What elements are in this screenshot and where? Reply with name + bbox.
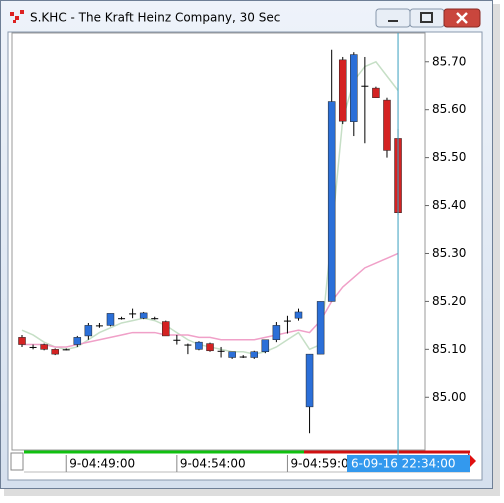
candle-body [40, 344, 48, 350]
candle-body [283, 320, 291, 322]
candle-body [173, 339, 181, 341]
candle-body [184, 344, 192, 346]
x-tick-label: 9-04:54:00 [180, 457, 246, 471]
candle-body [18, 337, 26, 345]
candle-body [305, 353, 314, 408]
candle-body [206, 343, 214, 352]
close-icon [456, 12, 468, 24]
candle-body [29, 346, 37, 348]
y-tick-label: 85.70 [432, 54, 466, 68]
candle-body [73, 337, 82, 345]
candle-body [383, 99, 391, 151]
candle-body [261, 339, 270, 352]
window-title: S.KHC - The Kraft Heinz Company, 30 Sec [30, 11, 280, 25]
maximize-icon [420, 12, 433, 23]
candle-body [239, 356, 247, 358]
candle-body [372, 87, 380, 98]
cursor-label-box [347, 455, 470, 472]
y-tick-label: 85.00 [432, 390, 466, 404]
candle-body [228, 351, 236, 358]
scroll-box[interactable] [10, 452, 24, 471]
x-tick-label: 9-04:59:00 [290, 457, 356, 471]
y-tick-label: 85.40 [432, 198, 466, 212]
x-tick-label: 9-04:49:00 [69, 457, 135, 471]
candle-body [195, 341, 203, 350]
candle-body [106, 313, 115, 326]
candle-body [217, 350, 225, 352]
y-tick-label: 85.20 [432, 294, 466, 308]
candle-body [129, 313, 137, 315]
y-tick-label: 85.30 [432, 246, 466, 260]
candle-body [84, 325, 93, 337]
candle-body [338, 59, 347, 122]
candle-body [361, 85, 369, 87]
candle-body [327, 101, 336, 302]
candle-body [294, 311, 303, 319]
candle-body [350, 54, 358, 122]
y-tick-label: 85.50 [432, 150, 466, 164]
minimize-button[interactable] [375, 8, 411, 28]
cursor-label: 6-09-16 22:34:00 [351, 457, 456, 471]
candle-body [162, 321, 170, 337]
plot: 85.00 85.10 85.20 85.30 85.40 85.50 85.60 85.70… [18, 33, 470, 472]
candle-body [95, 325, 103, 327]
candle-body [62, 349, 70, 351]
candle-body [51, 349, 59, 355]
candle-body [250, 351, 259, 358]
maximize-button[interactable] [409, 8, 445, 28]
plot-area [11, 32, 426, 451]
candle-body [272, 325, 281, 341]
candle-body [118, 318, 126, 320]
y-tick-label: 85.60 [432, 102, 466, 116]
candle-body [151, 318, 159, 320]
candle-body [316, 301, 325, 355]
candle-body [139, 312, 148, 319]
app-icon [10, 10, 24, 23]
y-tick-label: 85.10 [432, 342, 466, 356]
